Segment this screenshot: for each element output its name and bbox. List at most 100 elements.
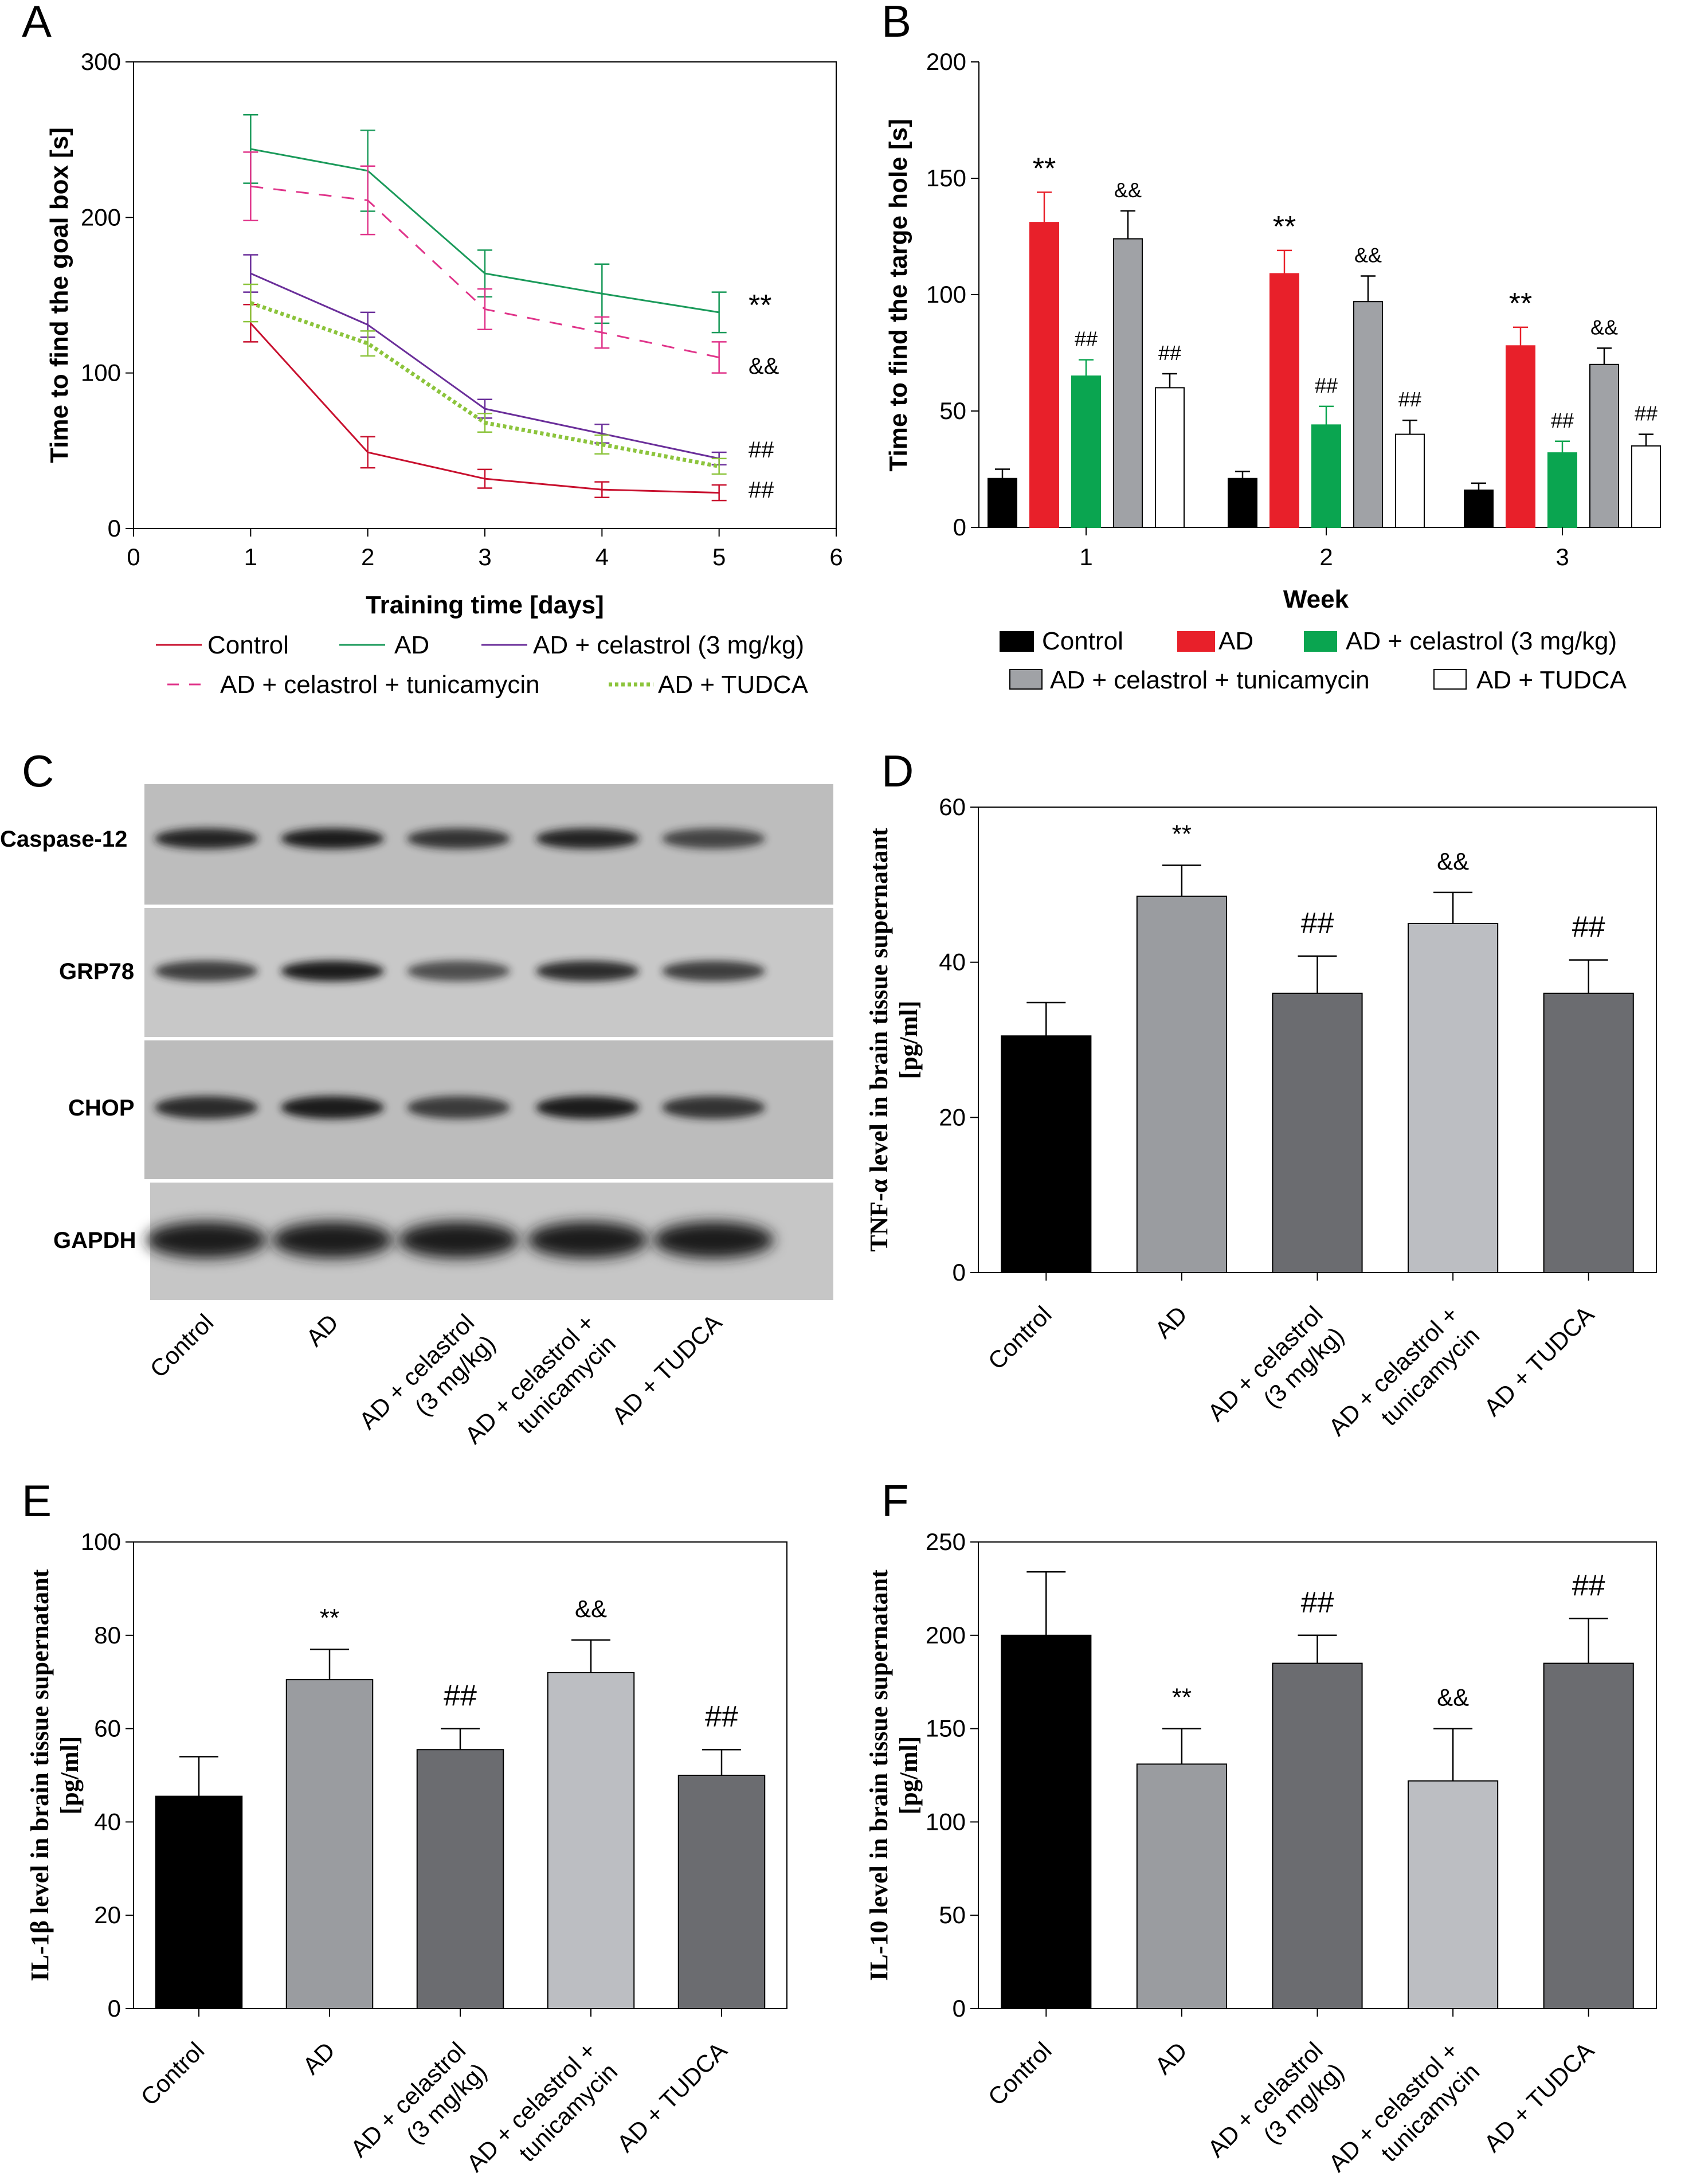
bar xyxy=(1408,1780,1499,2010)
bar xyxy=(1408,923,1499,1273)
panel-label-d: D xyxy=(881,746,914,796)
significance-marker: ## xyxy=(749,477,774,503)
y-tick-label: 250 xyxy=(926,1528,966,1555)
blot-band xyxy=(155,1096,258,1119)
y-tick-label: 50 xyxy=(939,1901,966,1928)
panel-label-a: A xyxy=(22,0,52,46)
significance-marker: ** xyxy=(1172,1684,1192,1712)
bar xyxy=(1001,1634,1092,2010)
chart-d-y-axis-unit: [pg/ml] xyxy=(895,1001,923,1079)
bar xyxy=(1136,895,1227,1273)
bar xyxy=(1464,490,1494,528)
x-tick-label: 2 xyxy=(1319,543,1333,570)
y-tick-label: 0 xyxy=(108,1995,121,2022)
x-tick-label: 3 xyxy=(1555,543,1569,570)
bar xyxy=(1353,301,1383,528)
blot-band xyxy=(146,1222,267,1258)
significance-marker: ## xyxy=(1572,911,1605,944)
significance-marker: ## xyxy=(1315,374,1338,397)
blot-band xyxy=(281,961,384,981)
bar xyxy=(1506,345,1535,528)
y-tick-label: 0 xyxy=(953,1995,966,2022)
panel-label-c: C xyxy=(22,746,54,796)
x-tick-label: 3 xyxy=(478,543,491,570)
bar xyxy=(547,1672,635,2009)
x-tick-label: 1 xyxy=(244,543,257,570)
y-tick-label: 100 xyxy=(81,1528,121,1555)
blot-row-label: Caspase-12 xyxy=(0,827,127,852)
chart-a-y-axis-title: Time to find the goal box [s] xyxy=(45,127,73,463)
bar xyxy=(1155,387,1185,529)
blot-band xyxy=(281,1096,384,1119)
significance-marker: ## xyxy=(1572,1569,1605,1602)
x-tick-label: 4 xyxy=(595,543,609,570)
significance-marker: ## xyxy=(1075,327,1098,351)
legend-b-ad-label: AD xyxy=(1218,627,1253,655)
x-tick-label: 1 xyxy=(1079,543,1092,570)
blot-row-label: GRP78 xyxy=(59,959,134,984)
blot-row-gapdh: GAPDH xyxy=(53,1183,833,1300)
chart-d-bars: ** ## && ## xyxy=(1001,820,1634,1274)
y-tick-label: 150 xyxy=(926,165,966,191)
chart-a-series xyxy=(243,114,727,502)
significance-marker: ** xyxy=(1033,152,1056,185)
chart-a-annotations: ## ** ## && xyxy=(749,289,779,503)
significance-marker: ** xyxy=(749,289,771,322)
chart-a: 0 100 200 300 0 1 2 3 4 5 6 ## ** ## && Training tim… xyxy=(45,48,843,699)
y-tick-label: 50 xyxy=(939,397,966,424)
significance-marker: && xyxy=(1590,315,1618,339)
blot-band xyxy=(407,1096,510,1119)
chart-e-bars: ** ## && ## xyxy=(155,1595,766,2009)
chart-b-bars: ** ## && ## ** ## && ## ** ## && ## xyxy=(988,152,1661,529)
y-tick-label: 0 xyxy=(108,515,121,542)
significance-marker: ## xyxy=(1301,907,1334,940)
chart-e-y-ticks: 0 20 40 60 80 100 xyxy=(81,1528,134,2022)
bar xyxy=(1136,1763,1227,2010)
panel-label-e: E xyxy=(22,1475,52,1526)
legend-a-ad-label: AD xyxy=(394,631,429,659)
blot-band xyxy=(407,961,510,981)
blot-band xyxy=(527,1222,648,1258)
x-tick-label: 0 xyxy=(127,543,140,570)
bar xyxy=(1029,222,1059,528)
chart-a-x-ticks: 0 1 2 3 4 5 6 xyxy=(127,529,843,570)
bar xyxy=(1631,445,1661,529)
significance-marker: ** xyxy=(1509,287,1532,320)
legend-b-celastrol-swatch xyxy=(1304,631,1337,652)
legend-b-tunicamycin-label: AD + celastrol + tunicamycin xyxy=(1050,666,1370,694)
y-tick-label: 200 xyxy=(926,48,966,75)
bar xyxy=(1543,992,1634,1274)
significance-marker: && xyxy=(1437,848,1469,875)
bar xyxy=(1547,452,1577,529)
legend-b-tunicamycin-swatch xyxy=(1009,669,1043,690)
legend-b-celastrol-label: AD + celastrol (3 mg/kg) xyxy=(1346,627,1617,655)
blot-band xyxy=(281,828,384,849)
bar xyxy=(1113,238,1143,528)
legend-b-control-label: Control xyxy=(1042,627,1123,655)
bar xyxy=(1543,1662,1634,2009)
chart-d-y-axis-title: TNF-α level in brain tissue supernatant xyxy=(865,828,893,1252)
y-tick-label: 40 xyxy=(939,949,966,976)
chart-b-y-axis-title: Time to find the targe hole [s] xyxy=(884,119,912,471)
significance-marker: ** xyxy=(1172,820,1192,848)
significance-marker: ## xyxy=(1158,341,1181,365)
significance-marker: ** xyxy=(1273,210,1296,244)
blot-band xyxy=(662,961,765,981)
chart-b-x-ticks: 1 2 3 xyxy=(1079,527,1569,570)
y-tick-label: 300 xyxy=(81,48,121,75)
blot-band xyxy=(653,1222,774,1258)
y-tick-label: 20 xyxy=(939,1103,966,1130)
chart-d-y-ticks: 0 20 40 60 xyxy=(939,793,978,1286)
y-tick-label: 200 xyxy=(81,203,121,230)
legend-b-tudca-swatch xyxy=(1433,669,1467,690)
blot-row-caspase-12: Caspase-12 xyxy=(0,784,833,905)
y-tick-label: 20 xyxy=(94,1901,121,1928)
blot-row-chop: CHOP xyxy=(68,1040,833,1179)
chart-f-y-axis-unit: [pg/ml] xyxy=(895,1736,923,1815)
legend-b-tudca-label: AD + TUDCA xyxy=(1476,666,1627,694)
significance-marker: && xyxy=(1354,244,1382,267)
bar xyxy=(1311,424,1341,528)
y-tick-label: 0 xyxy=(953,514,966,541)
chart-e-y-axis-title: IL-1β level in brain tissue supernatant xyxy=(26,1569,54,1981)
panel-label-b: B xyxy=(881,0,911,46)
